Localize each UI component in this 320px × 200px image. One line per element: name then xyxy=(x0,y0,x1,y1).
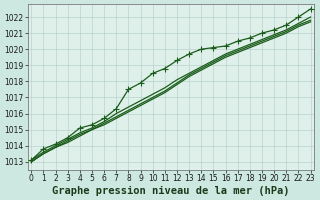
X-axis label: Graphe pression niveau de la mer (hPa): Graphe pression niveau de la mer (hPa) xyxy=(52,186,290,196)
